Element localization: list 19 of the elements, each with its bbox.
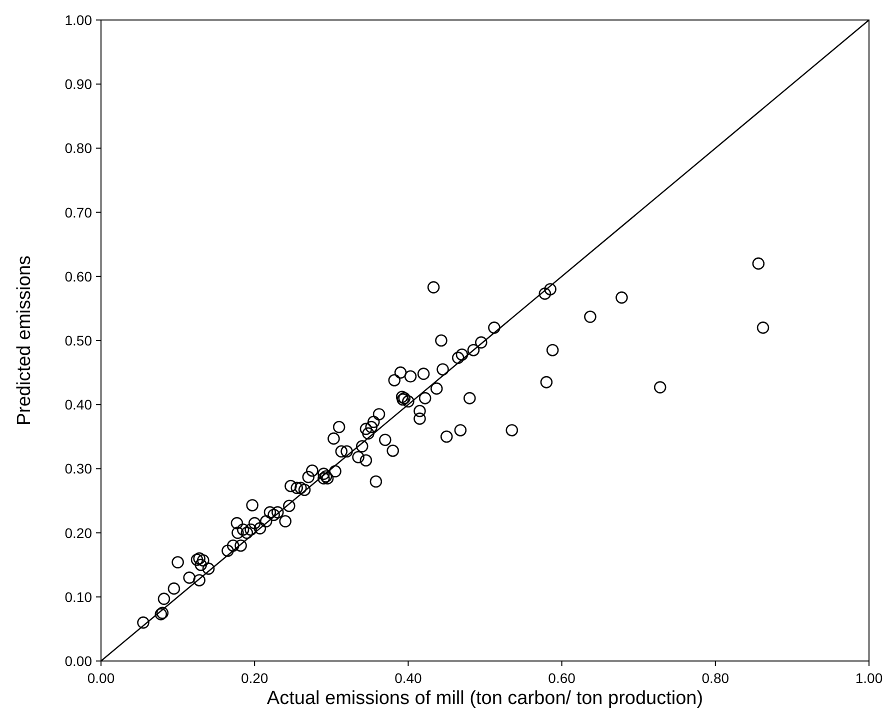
y-tick-label: 0.20 bbox=[64, 524, 92, 541]
y-axis-title: Predicted emissions bbox=[14, 255, 35, 426]
x-tick-label: 1.00 bbox=[855, 670, 883, 686]
y-tick-label: 0.00 bbox=[64, 653, 92, 669]
y-tick-label: 0.10 bbox=[64, 588, 92, 605]
y-tick-label: 0.50 bbox=[64, 332, 92, 348]
x-tick-label: 0.00 bbox=[87, 670, 115, 686]
y-tick-label: 1.00 bbox=[64, 12, 92, 28]
y-tick-label: 0.70 bbox=[64, 204, 92, 220]
y-tick-label: 0.40 bbox=[64, 396, 92, 413]
y-tick-label: 0.30 bbox=[64, 460, 92, 477]
x-tick-label: 0.20 bbox=[240, 670, 268, 686]
y-tick-label: 0.80 bbox=[64, 140, 92, 156]
y-tick-label: 0.90 bbox=[64, 76, 92, 92]
x-axis-title: Actual emissions of mill (ton carbon/ ton production) bbox=[266, 688, 704, 709]
y-tick-label: 0.60 bbox=[64, 268, 92, 284]
x-tick-label: 0.40 bbox=[394, 670, 422, 686]
x-tick-label: 0.80 bbox=[702, 670, 730, 686]
x-tick-label: 0.60 bbox=[548, 670, 576, 686]
